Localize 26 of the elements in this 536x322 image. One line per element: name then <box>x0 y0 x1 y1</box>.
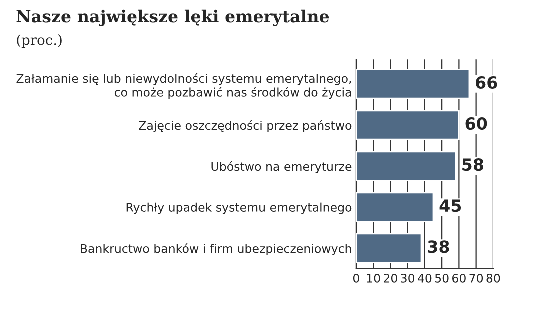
y-tick-label: Rychły upadek systemu emerytalnego <box>126 202 352 214</box>
x-tick-label: 80 <box>486 274 500 283</box>
x-tick-label: 40 <box>418 274 432 283</box>
data-label: 38 <box>428 240 450 254</box>
text: (proc.) <box>17 34 62 48</box>
x-tick-label: 50 <box>435 274 449 283</box>
x-tick-label: 20 <box>384 274 398 283</box>
y-tick-label: Zajęcie oszczędności przez państwo <box>139 120 352 132</box>
bar <box>356 192 434 222</box>
y-tick-label: Załamanie się lub niewydolności systemu emerytalnego, co może pozbawić nas środków do życia <box>16 74 352 100</box>
x-tick-label: 0 <box>353 274 360 283</box>
data-label: 58 <box>462 158 484 172</box>
x-tick-label: 30 <box>401 274 415 283</box>
text: Nasze największe lęki emerytalne <box>16 10 330 26</box>
x-tick-label: 60 <box>452 274 466 283</box>
data-label: 45 <box>440 200 462 212</box>
bar <box>356 110 460 140</box>
bar <box>356 69 470 100</box>
x-tick-label: 10 <box>367 274 380 283</box>
x-tick-label: 70 <box>470 274 484 283</box>
bar <box>356 233 422 264</box>
y-tick-label: Bankructwo banków i firm ubezpieczeniowych <box>81 244 352 256</box>
y-tick-label: Ubóstwo na emeryturze <box>212 162 352 174</box>
data-label: 66 <box>476 76 498 90</box>
data-label: 60 <box>466 117 488 130</box>
bar <box>356 151 456 182</box>
